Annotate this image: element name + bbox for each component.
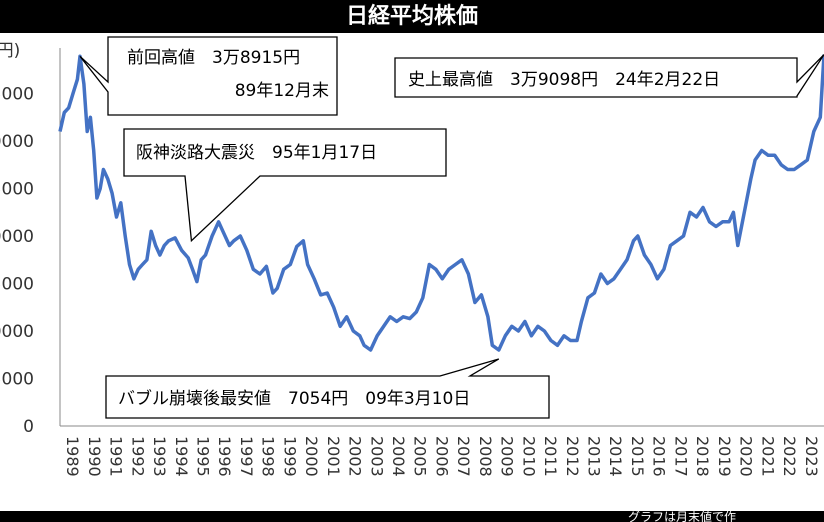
x-tick-label: 2008 xyxy=(476,436,495,477)
x-tick-label: 2005 xyxy=(411,436,430,477)
x-tick-label: 2021 xyxy=(758,436,777,477)
annotation-hanshin-earthquake-text: 阪神淡路大震災 95年1月17日 xyxy=(136,143,377,163)
x-tick-label: 1993 xyxy=(150,436,169,477)
annotation-post-bubble-low: バブル崩壊後最安値 7054円 09年3月10日 xyxy=(105,358,550,419)
y-tick-label: 5000 xyxy=(0,370,34,390)
x-tick-label: 2010 xyxy=(519,436,538,477)
x-tick-label: 2020 xyxy=(737,436,756,477)
x-tick-label: 2016 xyxy=(650,436,669,477)
x-tick-label: 1989 xyxy=(63,436,82,477)
footer-bar: グラフは月末値で作 xyxy=(0,511,824,522)
y-tick-label: 35000 xyxy=(0,85,34,105)
annotation-hanshin-earthquake: 阪神淡路大震災 95年1月17日 xyxy=(123,128,447,243)
annotation-previous-high-line1: 前回高値 3万8915円 xyxy=(127,48,300,68)
y-tick-label: 25000 xyxy=(0,180,34,200)
x-tick-label: 2015 xyxy=(628,436,647,477)
x-tick-label: 1994 xyxy=(172,436,191,477)
x-tick-label: 1995 xyxy=(194,436,213,477)
x-tick-label: 2001 xyxy=(324,436,343,477)
x-tick-label: 2022 xyxy=(780,436,799,477)
annotation-post-bubble-low-text: バブル崩壊後最安値 7054円 09年3月10日 xyxy=(118,388,470,409)
x-tick-label: 2019 xyxy=(715,436,734,477)
chart-title: 日経平均株価 xyxy=(0,0,824,33)
y-unit-label: (円) xyxy=(0,41,20,61)
x-tick-label: 2003 xyxy=(367,436,386,477)
annotation-previous-high: 前回高値 3万8915円 89年12月末 xyxy=(79,36,338,116)
x-tick-label: 2023 xyxy=(802,436,821,477)
x-tick-label: 2018 xyxy=(693,436,712,477)
x-tick-label: 2000 xyxy=(302,436,321,477)
x-tick-label: 2007 xyxy=(454,436,473,477)
series-line xyxy=(58,54,824,352)
x-tick-label: 1998 xyxy=(259,436,278,477)
x-tick-label: 2006 xyxy=(432,436,451,477)
y-tick-label: 30000 xyxy=(0,132,34,152)
x-tick-label: 1990 xyxy=(85,436,104,477)
annotation-record-high: 史上最高値 3万9098円 24年2月22日 xyxy=(394,54,824,98)
x-tick-label: 2009 xyxy=(498,436,517,477)
x-tick-label: 2014 xyxy=(606,436,625,477)
x-tick-label: 1999 xyxy=(280,436,299,477)
y-tick-label: 10000 xyxy=(0,322,34,342)
x-tick-label: 2013 xyxy=(585,436,604,477)
x-tick-label: 1991 xyxy=(107,436,126,477)
x-tick-label: 2004 xyxy=(389,436,408,477)
x-tick-label: 1997 xyxy=(237,436,256,477)
x-tick-label: 2002 xyxy=(346,436,365,477)
x-tick-label: 2012 xyxy=(563,436,582,477)
x-tick-label: 2017 xyxy=(671,436,690,477)
y-tick-label: 20000 xyxy=(0,227,34,247)
x-tick-label: 1996 xyxy=(215,436,234,477)
x-tick-label: 2011 xyxy=(541,436,560,477)
annotation-record-high-text: 史上最高値 3万9098円 24年2月22日 xyxy=(408,70,720,90)
footer-note: グラフは月末値で作 xyxy=(628,511,737,522)
x-tick-label: 1992 xyxy=(128,436,147,477)
annotation-previous-high-line2: 89年12月末 xyxy=(235,81,329,101)
y-tick-label: 15000 xyxy=(0,275,34,295)
y-tick-label: 0 xyxy=(23,417,34,437)
